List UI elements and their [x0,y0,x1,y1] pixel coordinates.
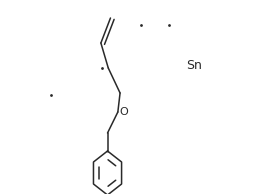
Text: Sn: Sn [186,59,201,73]
Text: O: O [119,107,128,117]
